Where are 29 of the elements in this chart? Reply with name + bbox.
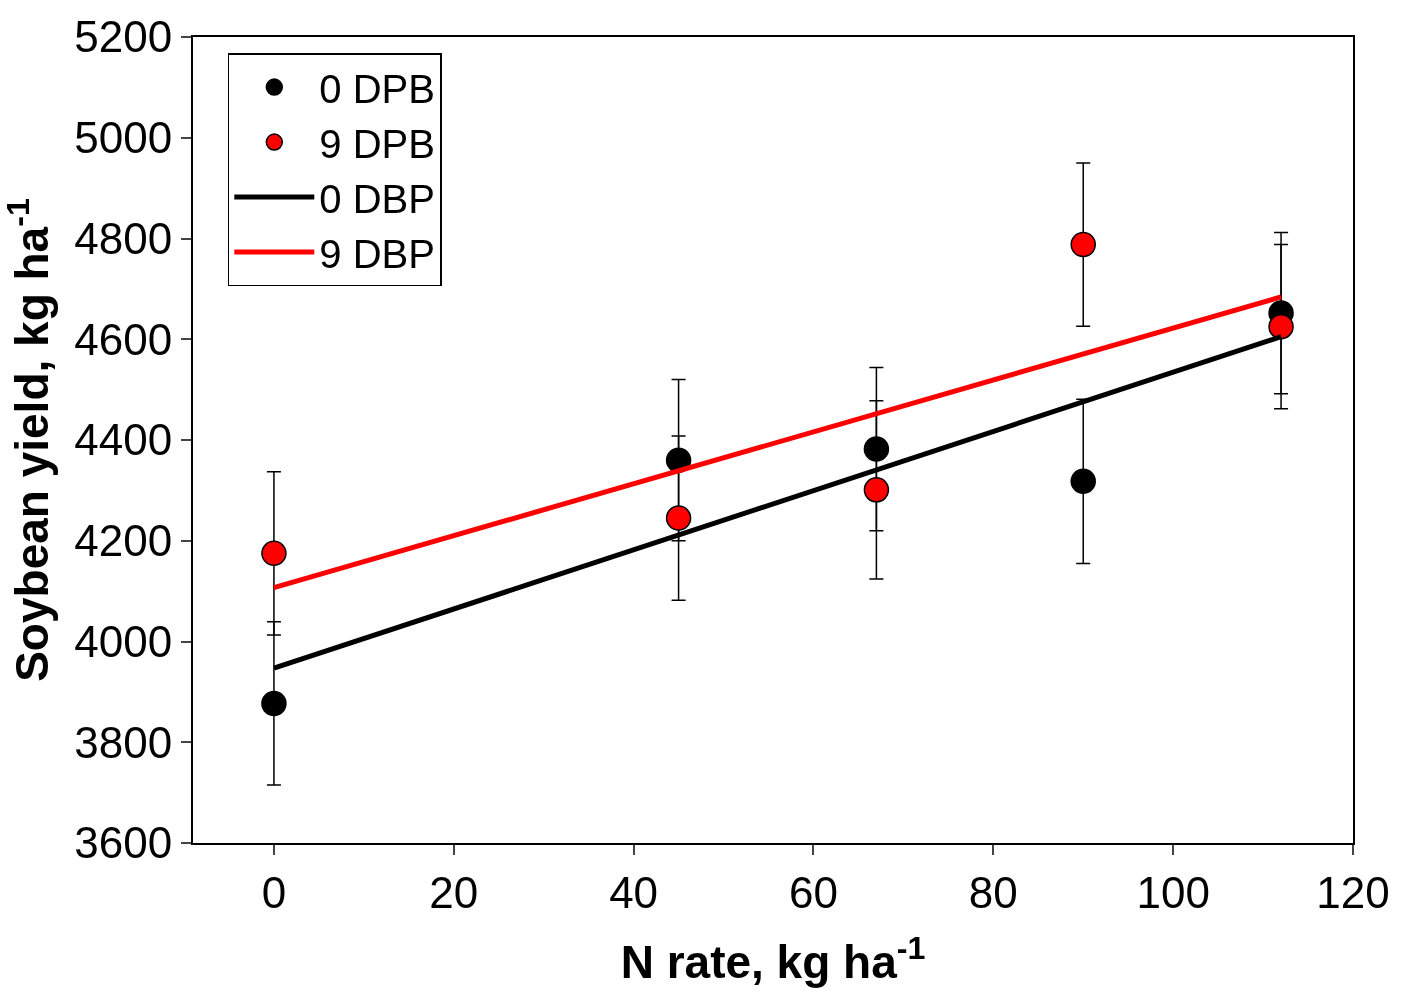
x-tick-label: 20 <box>429 867 479 917</box>
x-tick-label: 40 <box>609 867 659 917</box>
point <box>1268 313 1294 340</box>
point <box>863 477 890 503</box>
y-tick-label: 5000 <box>74 113 173 163</box>
x-tick-label: 80 <box>968 867 1018 917</box>
point <box>863 436 890 462</box>
x-tick-label: 120 <box>1316 867 1390 917</box>
legend-label: 9 DBP <box>319 231 435 276</box>
point <box>261 690 287 717</box>
y-tick-label: 3600 <box>74 818 173 868</box>
y-tick-label: 4000 <box>74 616 173 666</box>
y-tick-label: 5200 <box>74 12 173 62</box>
x-tick-label: 0 <box>261 867 287 917</box>
legend-label: 0 DPB <box>319 66 435 111</box>
point <box>261 540 287 567</box>
point <box>665 505 692 531</box>
point <box>1070 468 1096 495</box>
x-axis-title: N rate, kg ha$^{-1}$ <box>620 929 926 988</box>
legend-label: 9 DPB <box>319 121 435 166</box>
y-tick-label: 3800 <box>74 717 173 767</box>
legend-label: 0 DBP <box>319 176 435 221</box>
point <box>1070 231 1096 258</box>
y-tick-label: 4400 <box>74 415 173 465</box>
x-tick-label: 100 <box>1136 867 1210 917</box>
y-tick-label: 4200 <box>74 516 173 566</box>
y-tick-label: 4800 <box>74 213 173 263</box>
x-tick-label: 60 <box>788 867 838 917</box>
y-tick-label: 4600 <box>74 314 173 364</box>
